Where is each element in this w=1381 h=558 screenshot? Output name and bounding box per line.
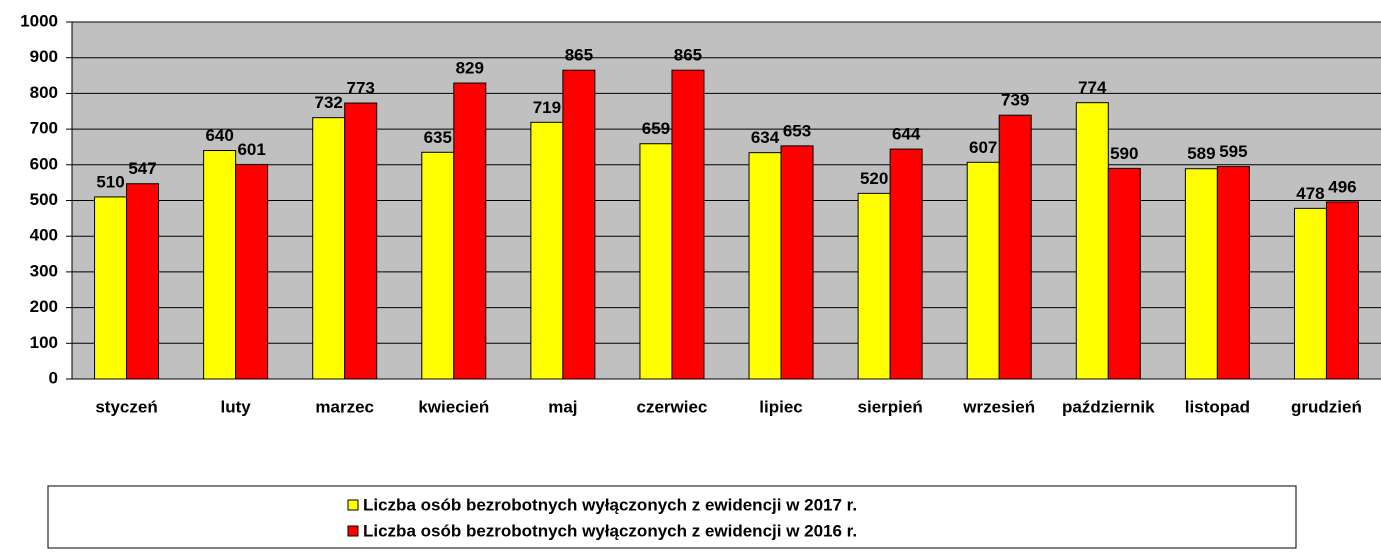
bar: [344, 102, 378, 380]
bar: [421, 151, 455, 380]
legend-label: Liczba osób bezrobotnych wyłączonych z e…: [363, 521, 857, 540]
legend-swatch: [347, 525, 359, 537]
x-tick-label: luty: [221, 397, 252, 416]
data-label: 590: [1110, 144, 1138, 163]
data-label: 510: [96, 172, 124, 191]
data-label: 653: [783, 121, 811, 140]
data-label: 732: [315, 93, 343, 112]
x-tick-label: marzec: [315, 397, 374, 416]
legend-swatch: [347, 499, 359, 511]
data-label: 773: [347, 79, 375, 98]
bar: [126, 183, 160, 380]
x-tick-label: kwiecień: [418, 397, 489, 416]
y-tick-label: 1000: [20, 11, 58, 30]
bar: [453, 82, 487, 380]
bar: [748, 152, 782, 380]
x-tick-label: grudzień: [1291, 397, 1362, 416]
bar: [1184, 168, 1218, 380]
y-tick-label: 400: [30, 226, 58, 245]
y-tick-label: 0: [49, 368, 58, 387]
data-label: 601: [237, 140, 265, 159]
bar: [1107, 167, 1141, 380]
data-label: 589: [1187, 144, 1215, 163]
x-tick-label: czerwiec: [637, 397, 708, 416]
x-tick-label: styczeń: [95, 397, 157, 416]
bar: [998, 114, 1032, 380]
bar: [530, 121, 564, 380]
data-label: 520: [860, 169, 888, 188]
y-tick-label: 300: [30, 261, 58, 280]
data-label: 739: [1001, 91, 1029, 110]
legend-box: [47, 485, 1297, 549]
bar: [780, 145, 814, 380]
data-label: 659: [642, 119, 670, 138]
y-tick-label: 600: [30, 154, 58, 173]
x-tick-label: sierpień: [858, 397, 923, 416]
data-label: 865: [674, 46, 702, 65]
bar: [857, 192, 891, 380]
x-tick-label: maj: [548, 397, 577, 416]
bar: [94, 196, 128, 380]
data-label: 865: [565, 46, 593, 65]
bar: [966, 161, 1000, 380]
y-tick-label: 200: [30, 297, 58, 316]
bar: [235, 163, 269, 380]
data-label: 774: [1078, 78, 1107, 97]
y-tick-label: 900: [30, 47, 58, 66]
bar: [1216, 166, 1250, 380]
data-label: 635: [424, 128, 452, 147]
y-tick-label: 800: [30, 83, 58, 102]
data-label: 634: [751, 128, 780, 147]
bar: [889, 148, 923, 380]
bar: [1075, 102, 1109, 380]
data-label: 829: [456, 59, 484, 78]
x-tick-label: lipiec: [759, 397, 802, 416]
y-tick-label: 700: [30, 119, 58, 138]
x-tick-label: październik: [1062, 397, 1155, 416]
bar: [203, 150, 237, 380]
bar: [671, 69, 705, 380]
bar: [639, 143, 673, 380]
legend-label: Liczba osób bezrobotnych wyłączonych z e…: [363, 495, 857, 514]
x-tick-label: wrzesień: [962, 397, 1035, 416]
data-label: 547: [128, 159, 156, 178]
data-label: 607: [969, 138, 997, 157]
bar: [1293, 207, 1327, 380]
bar: [562, 69, 596, 380]
bar: [312, 117, 346, 380]
data-label: 719: [533, 98, 561, 117]
data-label: 640: [205, 126, 233, 145]
bar: [1325, 201, 1359, 380]
data-label: 644: [892, 125, 921, 144]
data-label: 595: [1219, 142, 1247, 161]
y-tick-label: 500: [30, 190, 58, 209]
data-label: 478: [1296, 184, 1324, 203]
data-label: 496: [1328, 177, 1356, 196]
y-tick-label: 100: [30, 333, 58, 352]
x-tick-label: listopad: [1185, 397, 1250, 416]
